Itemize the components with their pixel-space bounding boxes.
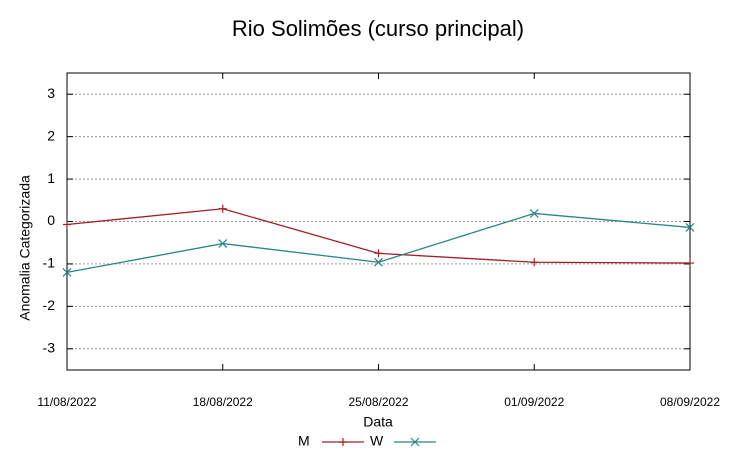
point-marker [374,249,383,258]
legend-label: W [370,433,384,449]
point-marker [218,239,228,248]
x-axis-label: Data [363,414,393,430]
point-marker [339,438,347,446]
point-marker [685,223,695,232]
x-tick-label: 11/08/2022 [37,395,96,409]
y-tick-label: 0 [47,212,55,228]
chart-title: Rio Solimões (curso principal) [232,16,524,41]
x-tick-label: 01/09/2022 [504,395,564,409]
point-marker [374,257,383,267]
y-tick-label: -1 [43,255,56,271]
x-tick-label: 18/08/2022 [193,395,253,409]
y-axis-label: Anomalia Categorizada [17,175,33,321]
y-tick-label: 2 [47,127,55,143]
point-marker [410,437,420,447]
y-tick-label: -2 [43,297,56,313]
point-marker [62,267,72,277]
point-marker [218,204,227,213]
point-marker [686,259,694,268]
y-tick-label: 1 [47,170,55,186]
x-tick-label: 08/09/2022 [660,395,720,409]
y-tick-label: 3 [47,85,55,101]
x-tick-label: 25/08/2022 [348,395,408,409]
point-marker [530,258,539,267]
point-marker [63,220,71,229]
y-tick-label: -3 [43,339,56,355]
point-marker [529,209,539,218]
legend-label: M [298,433,310,449]
